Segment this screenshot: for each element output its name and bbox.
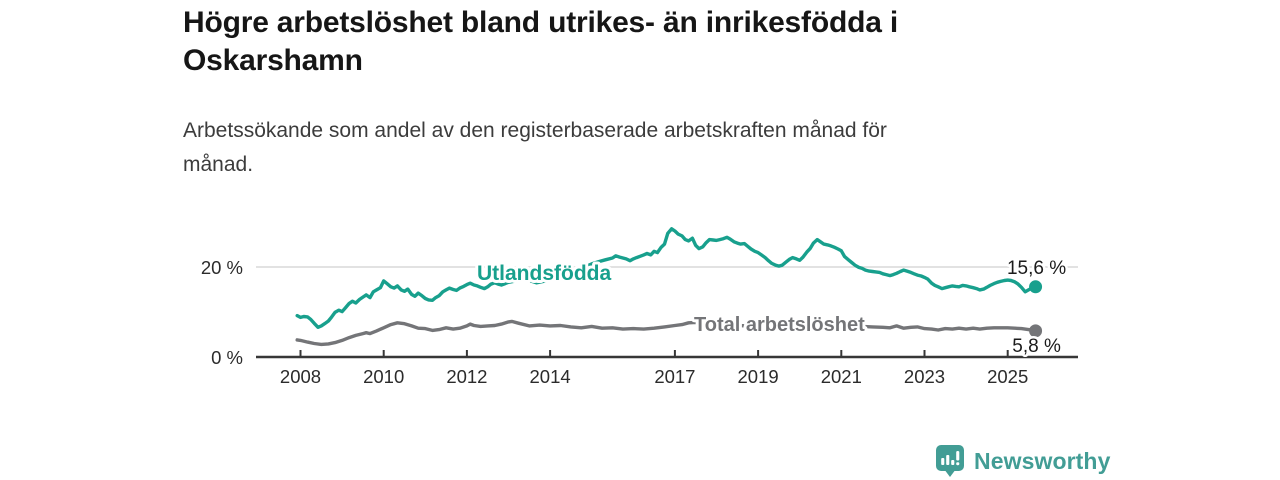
series-label-utlandsfodda: Utlandsfödda (477, 262, 611, 285)
end-dot-total (1029, 324, 1043, 338)
x-tick-label: 2008 (280, 366, 321, 387)
y-tick-label: 0 % (211, 347, 243, 368)
x-tick-label: 2014 (530, 366, 571, 387)
x-tick-label: 2012 (446, 366, 487, 387)
end-value-label-utlandsfodda: 15,6 % (1007, 258, 1066, 279)
chart-subtitle-line1: Arbetssökande som andel av den registerb… (183, 119, 887, 142)
x-tick-label: 2021 (821, 366, 862, 387)
x-tick-label: 2017 (654, 366, 695, 387)
x-tick-label: 2019 (738, 366, 779, 387)
chart-title-line1: Högre arbetslöshet bland utrikes- än inr… (183, 6, 898, 39)
newsworthy-logo: Newsworthy (936, 445, 1110, 477)
end-value-label-total: 5,8 % (1012, 336, 1061, 357)
x-tick-label: 2010 (363, 366, 404, 387)
chart-subtitle-line2: månad. (183, 153, 254, 176)
chart-title: Högre arbetslöshet bland utrikes- än inr… (183, 4, 1043, 80)
series-line-utlandsfodda (295, 227, 1038, 329)
x-tick-label: 2023 (904, 366, 945, 387)
newsworthy-icon (936, 445, 964, 477)
series-label-total: Total arbetslöshet (694, 314, 865, 336)
series-line-total (295, 319, 1038, 347)
chart-subtitle: Arbetssökande som andel av den registerb… (183, 114, 1053, 182)
chart-header: Högre arbetslöshet bland utrikes- än inr… (183, 4, 1043, 80)
newsworthy-wordmark: Newsworthy (974, 447, 1111, 474)
y-tick-label: 20 % (201, 257, 243, 278)
end-dot-utlandsfodda (1029, 280, 1043, 294)
x-tick-label: 2025 (987, 366, 1028, 387)
chart-title-line2: Oskarshamn (183, 44, 363, 77)
